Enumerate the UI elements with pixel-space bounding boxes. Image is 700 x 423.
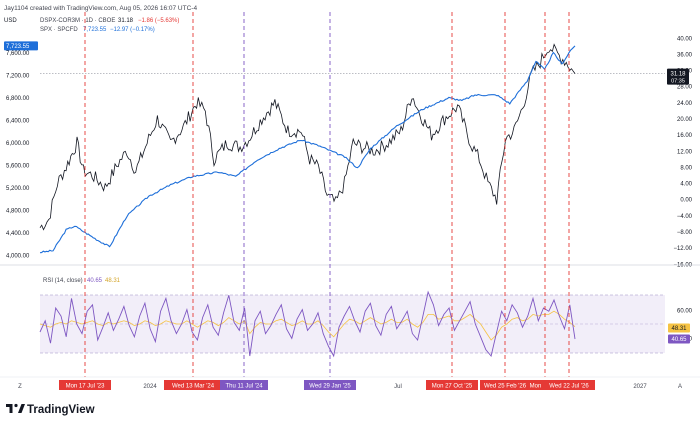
- time-axis-left-button[interactable]: Z: [18, 384, 22, 390]
- right-tick-label: 0.00: [680, 198, 692, 204]
- tradingview-logo[interactable]: TradingView: [6, 403, 95, 416]
- time-axis-right-button[interactable]: A: [678, 384, 682, 390]
- event-date-label: Wed 13 Mar '24: [172, 384, 215, 390]
- time-axis-tick-label: 2027: [633, 384, 647, 390]
- event-date-label: Thu 11 Jul '24: [225, 384, 263, 390]
- legend-dspx-last: 31.18: [118, 18, 134, 24]
- time-axis-tick-label: 2024: [143, 384, 157, 390]
- left-price-axis[interactable]: 7,723.557,600.00 7,200.00 6,800.00 6,400.00…: [4, 41, 38, 259]
- event-date-label: Wed 25 Feb '26: [484, 384, 527, 390]
- left-tick-label: 7,600.00: [6, 51, 30, 57]
- right-tick-label: 4.00: [680, 182, 692, 188]
- legend-usd-unit: USD: [4, 18, 17, 24]
- right-tick-label: −4.00: [677, 214, 693, 220]
- time-axis[interactable]: Z A Mon 17 Jul '23 Wed 13 Mar '24 Thu 11 J…: [18, 380, 682, 390]
- left-tick-label: 6,800.00: [6, 96, 30, 102]
- right-tick-label: −8.00: [677, 230, 693, 236]
- legend-series-dspx[interactable]: DSPX-COR3M · 1D · CBOE 31.18 −1.86 (−5.6…: [40, 18, 179, 24]
- rsi-tick-label: 60.00: [677, 308, 693, 314]
- left-tick-label: 4,400.00: [6, 231, 30, 237]
- event-date-label: Mon 17 Jul '23: [66, 384, 105, 390]
- right-tick-label: −12.00: [673, 246, 692, 252]
- right-tick-label: 28.00: [677, 85, 693, 91]
- event-label-badge: [304, 380, 356, 390]
- spx-line[interactable]: [39, 45, 576, 254]
- legend-dspx-change: −1.86 (−5.63%): [138, 18, 179, 24]
- rsi-value: 40.65: [87, 278, 103, 284]
- event-markers: [84, 12, 570, 377]
- dspx-last-price-badge: [667, 68, 689, 85]
- dspx-last-time: 07:35: [671, 78, 685, 84]
- spx-last-price-badge: [4, 41, 38, 51]
- left-tick-label: 5,200.00: [6, 186, 30, 192]
- event-label-badge: [164, 380, 222, 390]
- rsi-pane[interactable]: [39, 290, 665, 358]
- right-tick-label: 16.00: [677, 133, 693, 139]
- event-label-badge: [480, 380, 530, 390]
- left-tick-label: 7,723.55: [6, 44, 30, 50]
- legend-spx-change: −12.97 (−0.17%): [110, 27, 155, 33]
- event-label-badge: [220, 380, 268, 390]
- brand-name: TradingView: [27, 404, 95, 416]
- left-tick-label: 5,600.00: [6, 164, 30, 170]
- legend-spx-last: 7,723.55: [83, 27, 107, 33]
- left-tick-label: 6,400.00: [6, 119, 30, 125]
- right-tick-label: 36.00: [677, 52, 693, 58]
- rsi-ma-last-value-badge: [668, 323, 690, 333]
- right-tick-label: 12.00: [677, 149, 693, 155]
- event-label-badge: [59, 380, 111, 390]
- event-date-label: Mon 27 Oct '25: [432, 384, 473, 390]
- right-tick-label: 8.00: [680, 165, 692, 171]
- right-tick-label: 40.00: [677, 36, 693, 42]
- chart-credit: Jay1104 created with TradingView.com, Au…: [4, 5, 197, 12]
- event-label-badge: [426, 380, 478, 390]
- tradingview-icon: [6, 403, 25, 413]
- right-tick-label: 20.00: [677, 117, 693, 123]
- legend-dspx-label: DSPX-COR3M · 1D · CBOE: [40, 18, 115, 24]
- rsi-legend[interactable]: RSI (14, close) 40.65 48.31: [43, 278, 121, 284]
- event-date-label: Wed 29 Jan '25: [309, 384, 351, 390]
- rsi-last-value: 40.65: [671, 337, 687, 343]
- left-tick-label: 4,000.00: [6, 253, 30, 259]
- left-tick-label: 6,000.00: [6, 141, 30, 147]
- rsi-ma-line[interactable]: [39, 310, 576, 341]
- event-date-label: Mon 0: [530, 384, 547, 390]
- rsi-signal: 48.31: [105, 278, 121, 284]
- time-axis-tick-label: Jul: [394, 384, 402, 390]
- legend-spx-label: SPX · SPCFD: [40, 27, 78, 33]
- rsi-line[interactable]: [39, 290, 576, 358]
- right-tick-label: 24.00: [677, 101, 693, 107]
- left-tick-label: 7,200.00: [6, 74, 30, 80]
- left-tick-label: 4,800.00: [6, 209, 30, 215]
- rsi-ma-last-value: 48.31: [671, 326, 687, 332]
- event-label-badge: [527, 380, 549, 390]
- event-label-badge: [543, 380, 595, 390]
- price-pane[interactable]: [39, 43, 665, 254]
- legend-series-spx[interactable]: SPX · SPCFD 7,723.55 −12.97 (−0.17%): [40, 27, 155, 33]
- dspx-last-value: 31.18: [670, 71, 686, 77]
- rsi-last-value-badge: [668, 334, 690, 344]
- event-date-label: Wed 22 Jul '26: [549, 384, 589, 390]
- rsi-label: RSI (14, close): [43, 278, 83, 284]
